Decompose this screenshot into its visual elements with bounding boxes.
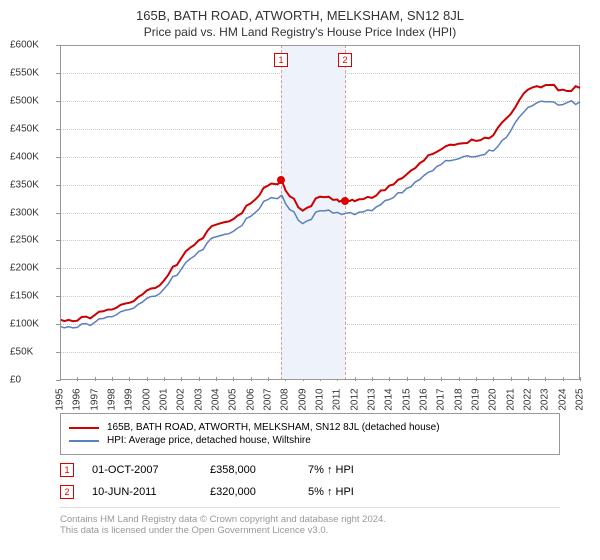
marker-dot xyxy=(277,176,285,184)
marker-label: 1 xyxy=(274,53,288,67)
y-axis-label: £0 xyxy=(10,375,21,386)
x-axis-label: 2019 xyxy=(471,388,482,410)
sale-pct: 7% ↑ HPI xyxy=(308,464,354,476)
x-axis-label: 2020 xyxy=(488,388,499,410)
x-axis-label: 2004 xyxy=(211,388,222,410)
x-axis-label: 2001 xyxy=(159,388,170,410)
x-axis-label: 2007 xyxy=(263,388,274,410)
marker-label: 2 xyxy=(338,53,352,67)
x-axis-label: 2009 xyxy=(297,388,308,410)
legend-row: 165B, BATH ROAD, ATWORTH, MELKSHAM, SN12… xyxy=(69,422,551,433)
y-axis-label: £250K xyxy=(10,235,39,246)
y-axis-label: £600K xyxy=(10,40,39,51)
chart-legend: 165B, BATH ROAD, ATWORTH, MELKSHAM, SN12… xyxy=(60,413,560,455)
x-axis-label: 1999 xyxy=(124,388,135,410)
x-axis-label: 2016 xyxy=(419,388,430,410)
footer-line: Contains HM Land Registry data © Crown c… xyxy=(60,514,560,525)
sale-row: 1 01-OCT-2007 £358,000 7% ↑ HPI xyxy=(60,463,560,477)
x-axis-label: 2012 xyxy=(349,388,360,410)
legend-row: HPI: Average price, detached house, Wilt… xyxy=(69,435,551,446)
x-axis-label: 1996 xyxy=(72,388,83,410)
sale-date: 01-OCT-2007 xyxy=(92,464,192,476)
x-axis-label: 1997 xyxy=(89,388,100,410)
x-axis-label: 2005 xyxy=(228,388,239,410)
x-axis-label: 2013 xyxy=(367,388,378,410)
x-axis-label: 2003 xyxy=(193,388,204,410)
marker-dot xyxy=(341,197,349,205)
x-axis-label: 2011 xyxy=(332,389,343,411)
sale-pct: 5% ↑ HPI xyxy=(308,486,354,498)
sale-price: £320,000 xyxy=(210,486,290,498)
x-axis-label: 2010 xyxy=(315,388,326,410)
legend-swatch xyxy=(69,440,99,442)
x-axis-label: 2022 xyxy=(523,388,534,410)
x-axis-label: 2025 xyxy=(575,388,586,410)
sale-date: 10-JUN-2011 xyxy=(92,486,192,498)
x-axis-label: 1998 xyxy=(107,388,118,410)
x-axis-label: 2014 xyxy=(384,388,395,410)
x-axis-label: 2008 xyxy=(280,388,291,410)
page-subtitle: Price paid vs. HM Land Registry's House … xyxy=(10,25,590,39)
y-axis-label: £350K xyxy=(10,179,39,190)
y-axis-label: £550K xyxy=(10,67,39,78)
x-axis-label: 2018 xyxy=(453,388,464,410)
y-axis-label: £450K xyxy=(10,123,39,134)
x-axis-label: 2006 xyxy=(245,388,256,410)
x-axis-label: 2015 xyxy=(401,388,412,410)
y-axis-label: £100K xyxy=(10,319,39,330)
legend-label: 165B, BATH ROAD, ATWORTH, MELKSHAM, SN12… xyxy=(107,422,440,433)
footer-attribution: Contains HM Land Registry data © Crown c… xyxy=(60,507,560,536)
y-axis-label: £400K xyxy=(10,151,39,162)
y-axis-label: £500K xyxy=(10,95,39,106)
sale-marker: 1 xyxy=(60,463,74,477)
legend-label: HPI: Average price, detached house, Wilt… xyxy=(107,435,311,446)
y-axis-label: £50K xyxy=(10,347,33,358)
footer-line: This data is licensed under the Open Gov… xyxy=(60,525,560,536)
x-axis-label: 2000 xyxy=(141,388,152,410)
y-axis-label: £150K xyxy=(10,291,39,302)
x-axis-label: 2021 xyxy=(505,388,516,410)
x-axis-label: 1995 xyxy=(55,388,66,410)
x-axis-label: 2002 xyxy=(176,388,187,410)
sale-price: £358,000 xyxy=(210,464,290,476)
legend-swatch xyxy=(69,427,99,429)
y-axis-label: £300K xyxy=(10,207,39,218)
x-axis-label: 2024 xyxy=(557,388,568,410)
price-chart: £0 £50K £100K £150K £200K £250K £300K £350K £400… xyxy=(10,45,590,405)
x-axis-label: 2017 xyxy=(436,388,447,410)
sale-row: 2 10-JUN-2011 £320,000 5% ↑ HPI xyxy=(60,485,560,499)
y-axis-label: £200K xyxy=(10,263,39,274)
x-axis-label: 2023 xyxy=(540,388,551,410)
sale-marker: 2 xyxy=(60,485,74,499)
sales-table: 1 01-OCT-2007 £358,000 7% ↑ HPI 2 10-JUN-2011… xyxy=(60,463,560,499)
page-title: 165B, BATH ROAD, ATWORTH, MELKSHAM, SN12… xyxy=(10,8,590,23)
